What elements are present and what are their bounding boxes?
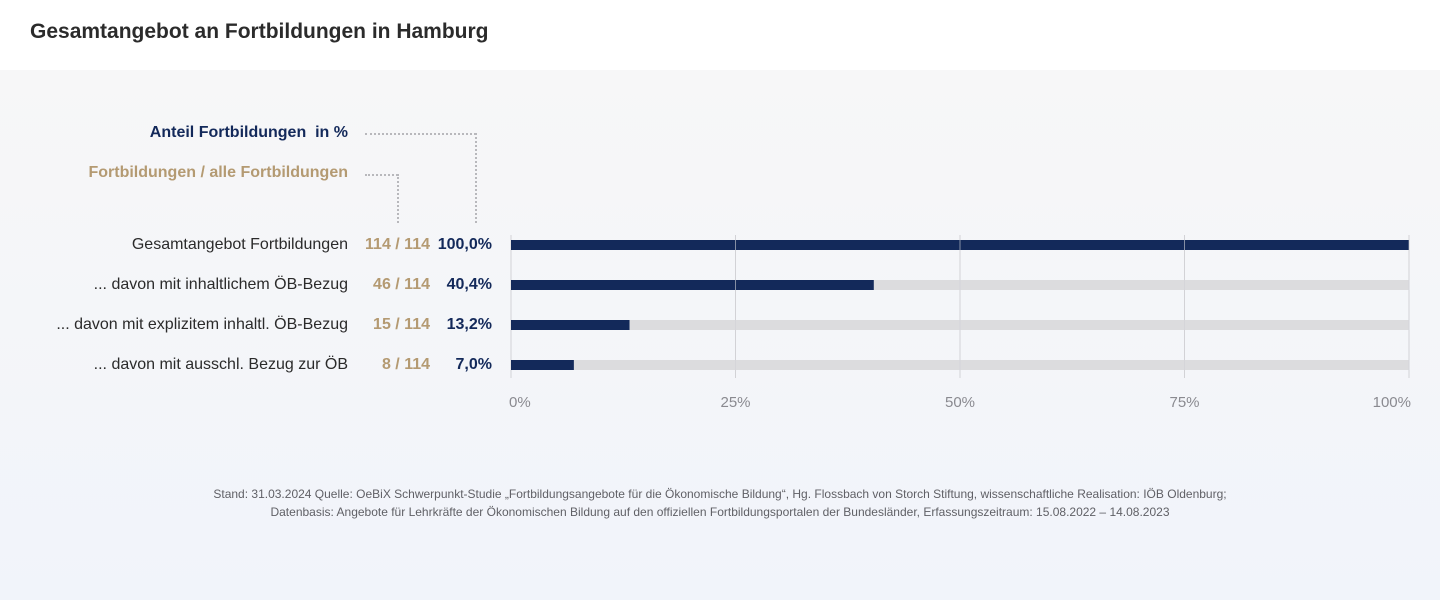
- row-label: ... davon mit explizitem inhaltl. ÖB-Bez…: [56, 316, 348, 333]
- page-title: Gesamtangebot an Fortbildungen in Hambur…: [30, 20, 489, 43]
- legend-percent-connector-v: [475, 133, 477, 223]
- header: Gesamtangebot an Fortbildungen in Hambur…: [0, 0, 1440, 70]
- row-percent: 100,0%: [437, 236, 492, 253]
- row-count: 46 / 114: [373, 276, 430, 293]
- source-line-2: Datenbasis: Angebote für Lehrkräfte der …: [270, 505, 1170, 519]
- row-label: Gesamtangebot Fortbildungen: [131, 236, 348, 253]
- x-tick-label: 25%: [720, 394, 750, 411]
- row-count: 8 / 114: [381, 356, 430, 373]
- bar: [511, 320, 630, 330]
- row-count: 114 / 114: [365, 236, 430, 253]
- bar: [511, 280, 874, 290]
- legend-percent-connector-h: [365, 133, 476, 135]
- source-line-1: Stand: 31.03.2024 Quelle: OeBiX Schwerpu…: [213, 487, 1227, 501]
- row-label: ... davon mit ausschl. Bezug zur ÖB: [93, 356, 348, 373]
- x-tick-label: 50%: [945, 394, 975, 411]
- chart-panel: [0, 70, 1440, 600]
- x-tick-label: 75%: [1169, 394, 1199, 411]
- row-percent: 13,2%: [446, 316, 492, 333]
- legend-count-label: Fortbildungen / alle Fortbildungen: [88, 164, 348, 181]
- row-label: ... davon mit inhaltlichem ÖB-Bezug: [93, 276, 348, 293]
- x-tick-label: 100%: [1373, 394, 1411, 411]
- bar: [511, 360, 574, 370]
- row-percent: 7,0%: [455, 356, 492, 373]
- legend-count-connector-h: [365, 174, 398, 176]
- source-note: Stand: 31.03.2024 Quelle: OeBiX Schwerpu…: [0, 485, 1440, 521]
- x-tick-label: 0%: [509, 394, 531, 411]
- legend-count-connector-v: [397, 174, 399, 223]
- row-count: 15 / 114: [373, 316, 430, 333]
- legend-percent-label: Anteil Fortbildungen in %: [149, 124, 348, 141]
- row-percent: 40,4%: [446, 276, 492, 293]
